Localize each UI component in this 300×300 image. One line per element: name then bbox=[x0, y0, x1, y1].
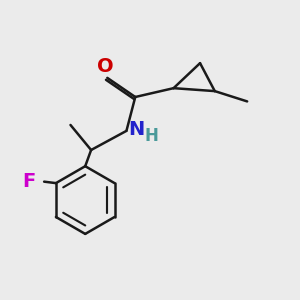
Text: N: N bbox=[128, 120, 144, 139]
Text: O: O bbox=[97, 56, 113, 76]
Text: H: H bbox=[145, 127, 159, 145]
Text: F: F bbox=[22, 172, 35, 191]
